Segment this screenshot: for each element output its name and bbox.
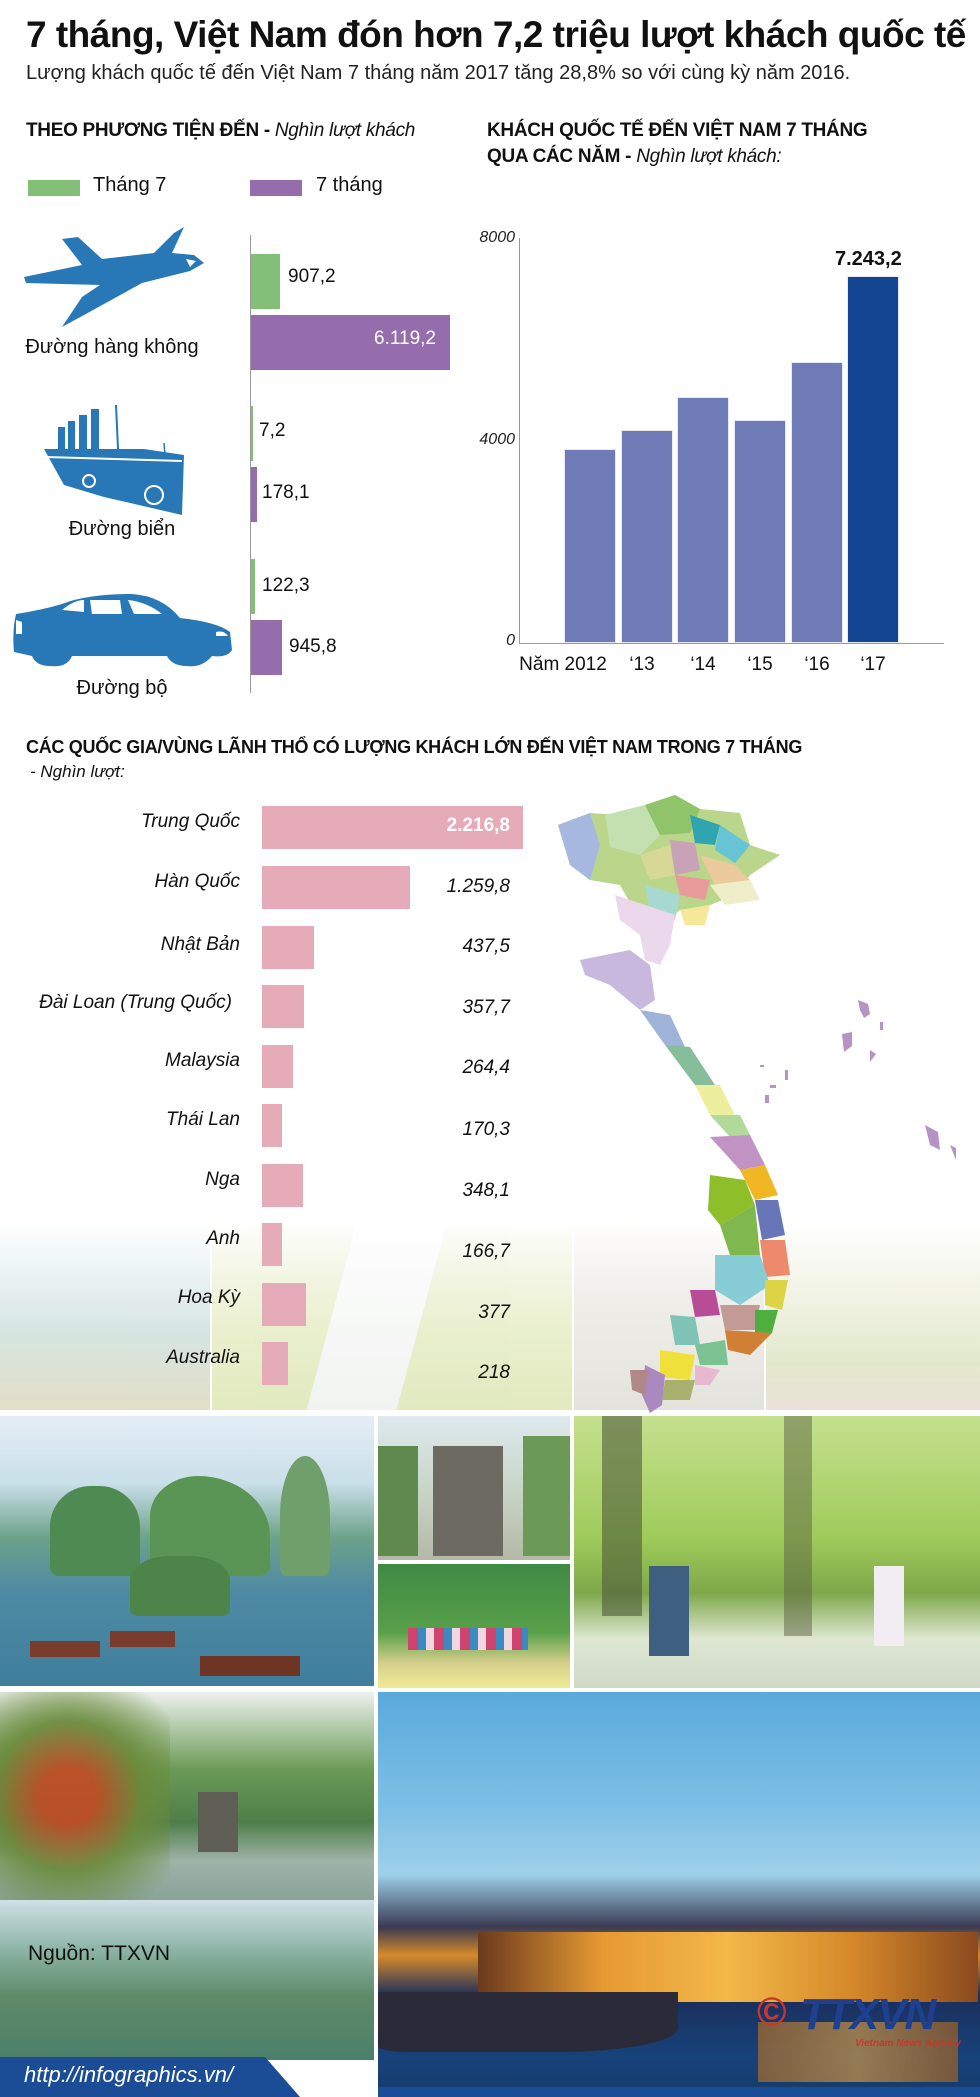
legend-label-month7: Tháng 7 (93, 174, 167, 196)
ttxvn-logo: TTXVN (800, 1990, 936, 2039)
page-subtitle: Lượng khách quốc tế đến Việt Nam 7 tháng… (26, 62, 851, 84)
photo-dancers (378, 1564, 570, 1688)
photo-halong-aerial (0, 1900, 374, 2060)
bar-2017-label: 7.243,2 (835, 248, 902, 270)
bar-2016 (791, 362, 843, 643)
country-label-malaysia: Malaysia (165, 1050, 240, 1071)
country-label-thailand: Thái Lan (166, 1109, 240, 1130)
country-value-malaysia: 264,4 (462, 1057, 510, 1078)
countries-unit: - Nghìn lượt: (30, 762, 125, 781)
country-bar-usa (262, 1283, 306, 1326)
country-label-uk: Anh (206, 1228, 240, 1249)
photo-hanoi-street (574, 1416, 980, 1688)
yearly-heading-line2: QUA CÁC NĂM - Nghìn lượt khách: (487, 146, 782, 168)
country-value-thailand: 170,3 (462, 1119, 510, 1140)
transport-heading-text: THEO PHƯƠNG TIỆN ĐẾN - (26, 120, 275, 141)
xtick-2015: ‘15 (747, 654, 773, 675)
transport-unit: Nghìn lượt khách (274, 120, 416, 141)
country-label-taiwan: Đài Loan (Trung Quốc) (39, 992, 232, 1013)
value-sea-ytd: 178,1 (262, 482, 310, 503)
country-label-japan: Nhật Bản (160, 934, 240, 955)
country-bar-uk (262, 1223, 282, 1266)
mode-label-sea: Đường biển (68, 518, 176, 540)
yearly-x-axis (519, 643, 944, 644)
page-title: 7 tháng, Việt Nam đón hơn 7,2 triệu lượt… (26, 14, 966, 55)
ttxvn-logo-subtitle: Vietnam News Agency (855, 2038, 961, 2049)
country-bar-thailand (262, 1104, 282, 1147)
countries-heading: CÁC QUỐC GIA/VÙNG LÃNH THỔ CÓ LƯỢNG KHÁC… (26, 737, 803, 757)
country-value-uk: 166,7 (462, 1241, 510, 1262)
xtick-2013: ‘13 (629, 654, 655, 675)
ship-icon (44, 405, 184, 515)
yearly-heading-line1: KHÁCH QUỐC TẾ ĐẾN VIỆT NAM 7 THÁNG (487, 120, 868, 141)
country-label-australia: Australia (166, 1347, 240, 1368)
legend-swatch-month7 (28, 180, 80, 196)
bar-sea-month7 (251, 406, 253, 461)
legend-swatch-ytd (250, 180, 302, 196)
country-value-usa: 377 (478, 1302, 510, 1323)
airplane-icon (24, 227, 204, 327)
photo-waterfall (0, 1220, 210, 1410)
value-road-month7: 122,3 (262, 575, 310, 596)
country-bar-taiwan (262, 985, 304, 1028)
bar-road-ytd (251, 620, 282, 675)
country-value-taiwan: 357,7 (462, 997, 510, 1018)
photo-halong-bay (0, 1416, 374, 1686)
value-road-ytd: 945,8 (289, 636, 337, 657)
country-bar-malaysia (262, 1045, 293, 1088)
bar-road-month7 (251, 559, 255, 614)
photo-terraces (766, 1220, 980, 1410)
country-bar-australia (262, 1342, 288, 1385)
ytick-0: 0 (506, 632, 515, 649)
url-link[interactable]: http://infographics.vn/ (24, 2062, 234, 2087)
xtick-2012: Năm 2012 (519, 654, 607, 675)
country-label-usa: Hoa Kỳ (177, 1287, 240, 1308)
bar-air-ytd (251, 315, 450, 370)
country-bar-japan (262, 926, 314, 969)
country-value-australia: 218 (478, 1362, 510, 1383)
yearly-y-axis (519, 238, 520, 643)
bar-2015 (734, 420, 786, 643)
url-banner (0, 2057, 300, 2097)
bar-2017 (847, 276, 899, 643)
xtick-2017: ‘17 (860, 654, 886, 675)
photo-hoi-an-night (378, 1692, 980, 2097)
country-value-china: 2.216,8 (446, 815, 510, 836)
country-label-china: Trung Quốc (141, 811, 240, 832)
mode-label-road: Đường bộ (76, 677, 168, 699)
transport-heading: THEO PHƯƠNG TIỆN ĐẾN - Nghìn lượt khách (26, 120, 415, 142)
vietnam-map (558, 795, 790, 1413)
country-value-japan: 437,5 (462, 936, 510, 957)
yearly-heading-text: QUA CÁC NĂM - (487, 146, 637, 167)
value-air-ytd: 6.119,2 (374, 328, 436, 349)
bar-2014 (677, 397, 729, 643)
bar-2012 (564, 449, 616, 643)
value-air-month7: 907,2 (288, 266, 336, 287)
bar-air-month7 (251, 254, 280, 309)
country-label-russia: Nga (205, 1169, 240, 1190)
xtick-2016: ‘16 (804, 654, 830, 675)
footer-strip (378, 2087, 980, 2097)
value-sea-month7: 7,2 (259, 420, 286, 441)
country-bar-korea (262, 866, 410, 909)
copyright-icon: © (757, 1990, 787, 2034)
bar-2013 (621, 430, 673, 643)
photo-cathedral (378, 1416, 570, 1560)
mode-label-air: Đường hàng không (25, 336, 199, 358)
legend-label-ytd: 7 tháng (316, 174, 383, 196)
country-bar-russia (262, 1164, 303, 1207)
source-note: Nguồn: TTXVN (28, 1942, 171, 1965)
transport-axis (250, 235, 251, 693)
car-icon (13, 594, 233, 667)
ytick-8000: 8000 (479, 229, 515, 246)
country-value-russia: 348,1 (462, 1180, 510, 1201)
ytick-4000: 4000 (479, 431, 515, 448)
yearly-unit: Nghìn lượt khách: (636, 146, 782, 167)
country-label-korea: Hàn Quốc (154, 871, 240, 892)
country-bar-china (262, 806, 523, 849)
islands-icon (842, 1000, 956, 1160)
country-value-korea: 1.259,8 (446, 876, 510, 897)
bar-sea-ytd (251, 467, 257, 522)
xtick-2014: ‘14 (690, 654, 716, 675)
